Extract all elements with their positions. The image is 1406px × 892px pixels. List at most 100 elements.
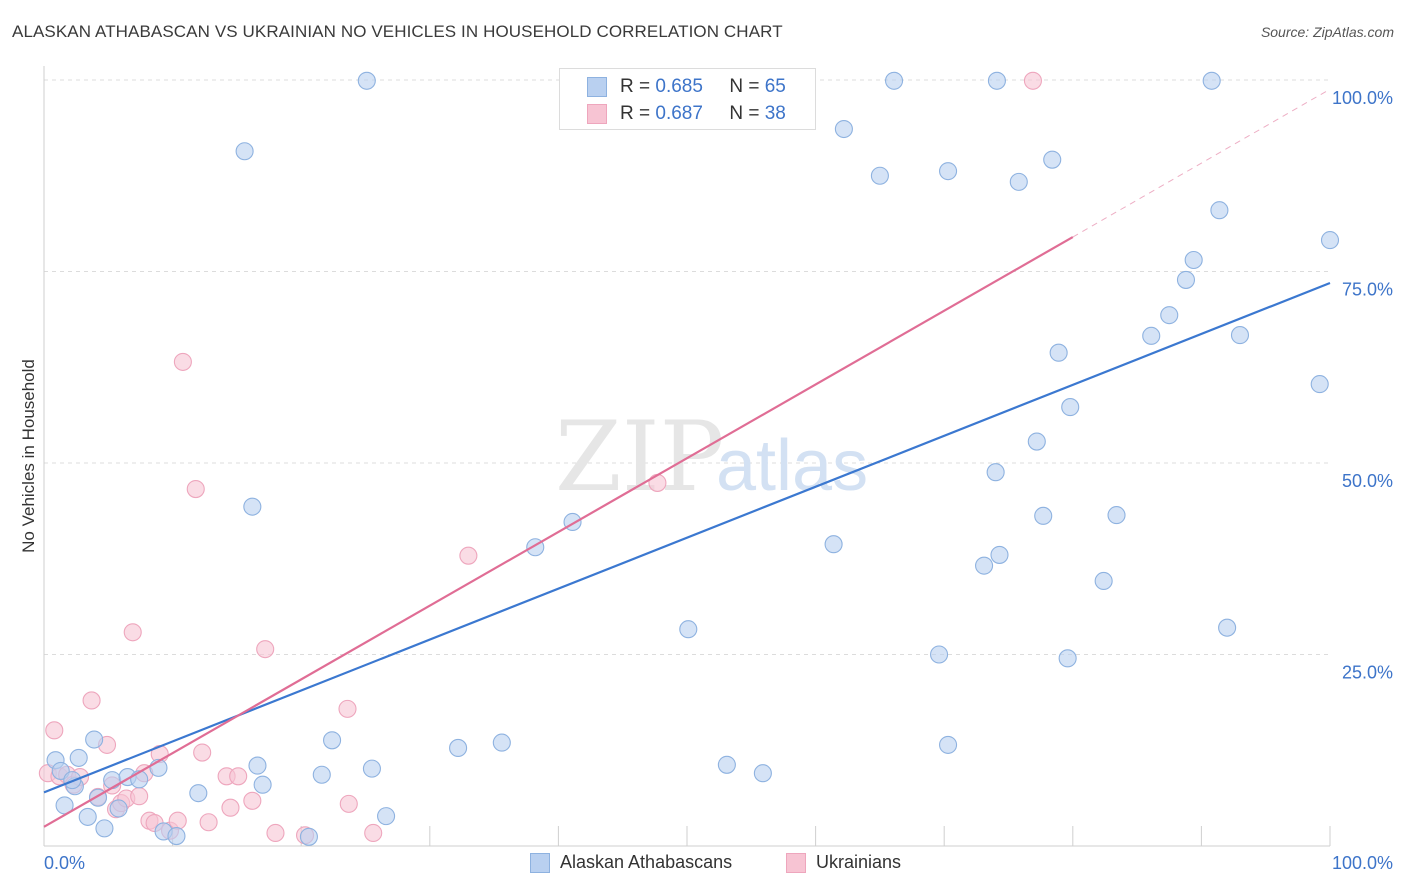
n-value: 38	[764, 103, 786, 124]
athabascan-point	[1218, 618, 1237, 637]
athabascan-trend-line	[43, 281, 1331, 794]
athabascan-point	[1061, 398, 1080, 417]
x-tick-label: 100.0%	[1332, 853, 1393, 873]
ukrainians-point	[648, 473, 667, 492]
athabascan-point	[167, 826, 186, 846]
r-label: R =	[620, 103, 651, 124]
ukrainians-point	[339, 794, 358, 813]
trend-lines	[43, 88, 1331, 828]
athabascan-point	[189, 784, 208, 803]
athabascan-point	[834, 119, 853, 139]
athabascan-point	[1184, 250, 1203, 270]
ukrainians-point	[243, 791, 262, 810]
athabascan-point	[930, 645, 949, 664]
r-label: R =	[620, 76, 651, 97]
legend-item-athabascans: Alaskan Athabascans	[530, 852, 732, 873]
athabascan-point	[939, 162, 958, 181]
source-label: Source: ZipAtlas.com	[1260, 24, 1394, 40]
y-tick-label: 75.0%	[1342, 280, 1393, 300]
athabascan-point	[1009, 172, 1028, 191]
athabascan-point	[975, 556, 994, 575]
ukrainians-point	[364, 823, 383, 843]
athabascan-point	[987, 71, 1006, 90]
athabascan-point	[78, 807, 97, 826]
ukrainians-trend-line	[43, 236, 1074, 828]
athabascan-point	[1230, 326, 1250, 345]
athabascan-point	[243, 497, 262, 516]
watermark-atlas: atlas	[716, 426, 868, 506]
legend-label-ukrainians: Ukrainians	[816, 852, 902, 872]
athabascan-point	[299, 827, 318, 846]
athabascan-point	[753, 764, 772, 783]
athabascan-point	[85, 730, 104, 749]
athabascan-point	[109, 799, 128, 818]
r-value: 0.687	[655, 103, 703, 124]
n-value: 65	[764, 76, 786, 97]
legend-swatch-pink	[587, 104, 607, 124]
athabascan-point	[884, 71, 904, 90]
y-axis-label: No Vehicles in Household	[19, 359, 38, 553]
ukrainians-point	[168, 811, 187, 830]
athabascan-point	[492, 733, 511, 752]
athabascan-point	[103, 771, 122, 790]
n-label: N =	[729, 103, 760, 124]
athabascan-point	[1210, 201, 1229, 220]
athabascan-point	[870, 166, 889, 185]
gridlines	[44, 79, 1330, 655]
athabascan-point	[235, 142, 254, 161]
athabascan-point	[1034, 506, 1053, 525]
ukrainians-point	[459, 546, 478, 565]
athabascan-point	[323, 731, 342, 750]
athabascan-point	[1142, 326, 1161, 345]
athabascan-point	[986, 463, 1005, 482]
y-tick-label: 25.0%	[1342, 663, 1393, 683]
ukrainians-point	[229, 767, 248, 786]
athabascan-point	[95, 819, 114, 838]
athabascan-point	[1027, 432, 1046, 451]
legend-swatch-blue	[587, 77, 607, 97]
athabascan-point	[679, 620, 698, 639]
ukrainians-point	[193, 743, 212, 762]
stats-legend: R = 0.685 N = 65 R = 0.687 N = 38	[559, 68, 816, 130]
athabascan-point	[362, 759, 381, 778]
r-value: 0.685	[655, 76, 703, 97]
athabascan-point	[1176, 270, 1196, 289]
legend-swatch-blue	[530, 852, 550, 873]
athabascan-point	[449, 738, 468, 758]
athabascan-point	[1320, 231, 1340, 250]
athabascan-point	[377, 807, 396, 826]
athabascan-point	[824, 535, 843, 554]
ukrainians-point	[221, 798, 240, 817]
athabascan-point	[1160, 306, 1179, 325]
athabascan-point	[1202, 71, 1221, 90]
ukrainians-point	[186, 479, 205, 499]
athabascan-point	[990, 545, 1009, 564]
athabascan-point	[1049, 343, 1068, 362]
n-label: N =	[729, 76, 760, 97]
ukrainians-point	[130, 787, 149, 806]
axes	[43, 66, 1331, 847]
ukrainians-point	[45, 721, 64, 740]
athabascan-point	[717, 755, 736, 774]
chart-title: ALASKAN ATHABASCAN VS UKRAINIAN NO VEHIC…	[12, 22, 783, 41]
y-tick-label: 100.0%	[1332, 88, 1393, 108]
athabascan-point	[939, 735, 958, 754]
ukrainians-point	[173, 352, 192, 371]
tick-labels: 25.0% 50.0% 75.0% 100.0% 0.0% 100.0%	[44, 88, 1393, 873]
watermark-zip: ZIP	[555, 401, 724, 513]
ukrainians-point	[338, 699, 357, 718]
ukrainians-trend-extension	[1072, 88, 1331, 238]
legend-swatch-pink	[786, 852, 806, 873]
athabascan-point	[248, 756, 267, 775]
legend-item-ukrainians: Ukrainians	[786, 852, 901, 873]
ukrainians-point	[199, 813, 218, 832]
watermark: ZIP atlas	[555, 401, 868, 513]
ukrainians-point	[266, 823, 285, 843]
athabascan-point	[1043, 150, 1062, 169]
series-legend: Alaskan Athabascans Ukrainians	[0, 852, 1406, 876]
ukrainians-point	[256, 640, 275, 659]
athabascan-point	[253, 775, 272, 794]
athabascan-point	[1058, 649, 1077, 668]
athabascan-points	[46, 71, 1340, 846]
